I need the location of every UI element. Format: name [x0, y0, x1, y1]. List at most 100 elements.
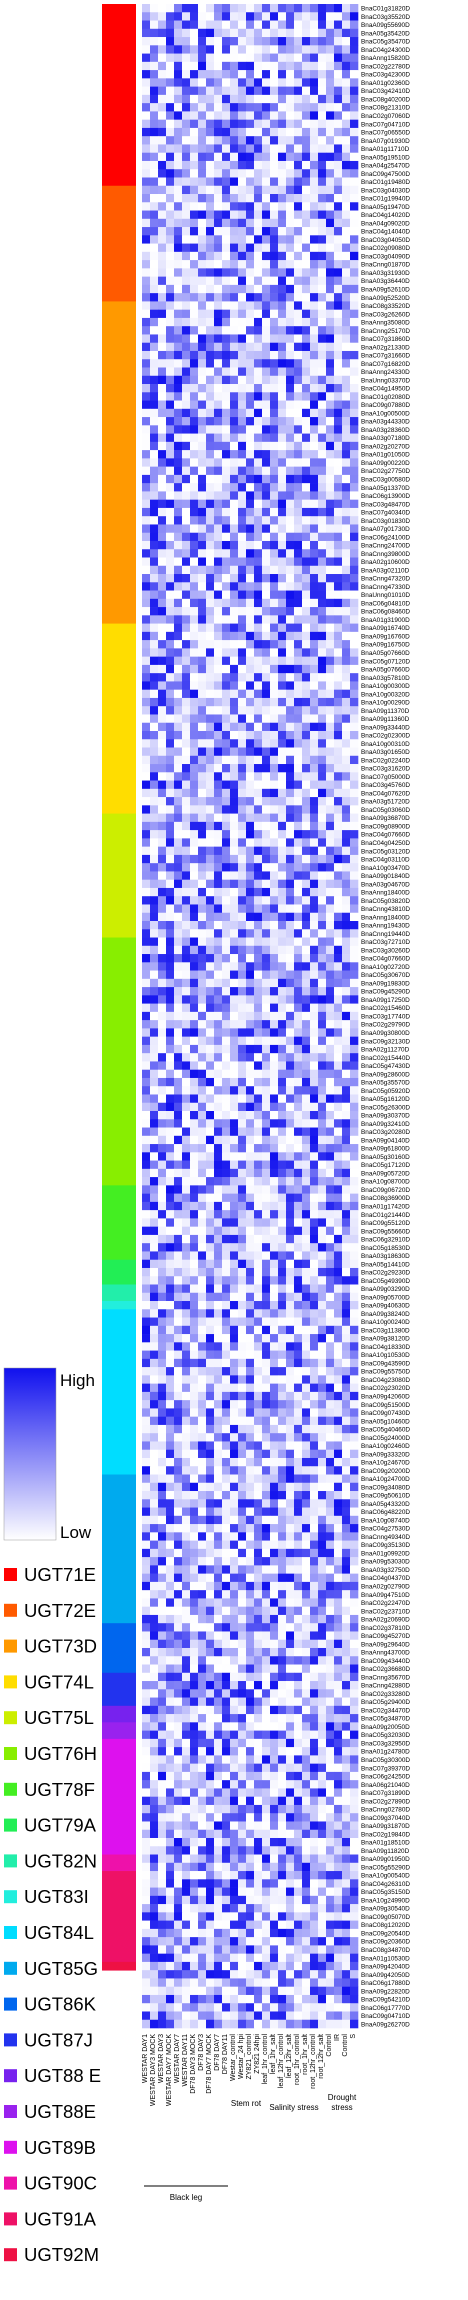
heatmap-cell [254, 1044, 263, 1054]
heatmap-cell [270, 540, 279, 550]
heatmap-cell [214, 1441, 223, 1451]
heatmap-cell [158, 598, 167, 608]
heatmap-cell [318, 160, 327, 170]
heatmap-cell [350, 574, 359, 583]
heatmap-cell [270, 127, 279, 137]
heatmap-cell [182, 863, 191, 872]
heatmap-cell [158, 945, 167, 955]
heatmap-cell [238, 1499, 247, 1508]
heatmap-cell [278, 516, 287, 525]
heatmap-cell [198, 987, 207, 996]
heatmap-cell [198, 706, 207, 715]
heatmap-cell [342, 1177, 351, 1186]
heatmap-cell [334, 293, 343, 302]
heatmap-cell [206, 912, 215, 922]
heatmap-cell [334, 28, 343, 38]
heatmap-cell [302, 350, 311, 360]
heatmap-cell [198, 954, 207, 963]
heatmap-cell [158, 1243, 167, 1252]
heatmap-cell [334, 598, 343, 608]
heatmap-cell [318, 937, 327, 947]
heatmap-cell [206, 450, 215, 459]
heatmap-cell [198, 821, 207, 831]
heatmap-cell [310, 854, 319, 864]
heatmap-cell [262, 1259, 271, 1269]
heatmap-cell [262, 450, 271, 459]
heatmap-cell [150, 1433, 159, 1442]
heatmap-cell [150, 235, 159, 244]
heatmap-cell [294, 483, 303, 492]
heatmap-cell [262, 127, 271, 137]
heatmap-cell [206, 797, 215, 806]
heatmap-cell [254, 1111, 263, 1120]
heatmap-cell [166, 160, 175, 170]
heatmap-cell [342, 1020, 351, 1029]
heatmap-cell [310, 1276, 319, 1285]
heatmap-cell [342, 70, 351, 79]
heatmap-cell [174, 648, 183, 657]
heatmap-cell [350, 879, 359, 889]
heatmap-cell [342, 648, 351, 657]
heatmap-cell [334, 805, 343, 814]
heatmap-cell [142, 160, 151, 170]
heatmap-cell [150, 1267, 159, 1277]
heatmap-cell [254, 61, 263, 71]
heatmap-cell [334, 152, 343, 162]
heatmap-cell [302, 962, 311, 971]
heatmap-cell [238, 1259, 247, 1269]
heatmap-cell [238, 929, 247, 938]
heatmap-cell [198, 1342, 207, 1351]
heatmap-cell [214, 664, 223, 674]
heatmap-cell [182, 350, 191, 360]
heatmap-cell [246, 896, 255, 905]
heatmap-cell [254, 1474, 263, 1484]
heatmap-cell [238, 516, 247, 525]
heatmap-cell [222, 425, 231, 434]
heatmap-cell [294, 1276, 303, 1285]
heatmap-cell [230, 1251, 239, 1260]
heatmap-cell [238, 37, 247, 46]
heatmap-cell [182, 780, 191, 790]
heatmap-cell [142, 755, 151, 765]
heatmap-cell [230, 540, 239, 550]
heatmap-cell [342, 28, 351, 38]
heatmap-cell [142, 12, 151, 21]
heatmap-cell [278, 1342, 287, 1351]
heatmap-cell [270, 400, 279, 410]
heatmap-cell [230, 772, 239, 781]
heatmap-cell [206, 648, 215, 657]
heatmap-cell [270, 1053, 279, 1062]
heatmap-cell [326, 722, 335, 732]
heatmap-cell [302, 623, 311, 633]
heatmap-cell [286, 1383, 295, 1393]
heatmap-cell [334, 1507, 343, 1517]
heatmap-cell [182, 1358, 191, 1368]
heatmap-cell [254, 474, 263, 484]
heatmap-cell [262, 53, 271, 63]
heatmap-cell [294, 499, 303, 509]
heatmap-cell [238, 1317, 247, 1327]
heatmap-cell [294, 516, 303, 525]
heatmap-cell [214, 1193, 223, 1203]
heatmap-cell [310, 127, 319, 137]
heatmap-cell [334, 879, 343, 889]
heatmap-cell [350, 1003, 359, 1013]
heatmap-cell [206, 441, 215, 451]
heatmap-cell [326, 103, 335, 112]
heatmap-cell [318, 1350, 327, 1360]
heatmap-cell [214, 1053, 223, 1062]
heatmap-cell [230, 119, 239, 129]
heatmap-cell [174, 1094, 183, 1104]
heatmap-cell [342, 1301, 351, 1310]
heatmap-cell [214, 714, 223, 724]
heatmap-cell [158, 1119, 167, 1128]
heatmap-cell [334, 70, 343, 79]
heatmap-cell [334, 103, 343, 112]
heatmap-cell [334, 1201, 343, 1211]
heatmap-cell [166, 755, 175, 765]
heatmap-cell [214, 1201, 223, 1211]
heatmap-cell [166, 119, 175, 129]
heatmap-cell [222, 631, 231, 641]
heatmap-cell [150, 714, 159, 724]
heatmap-cell [302, 607, 311, 616]
